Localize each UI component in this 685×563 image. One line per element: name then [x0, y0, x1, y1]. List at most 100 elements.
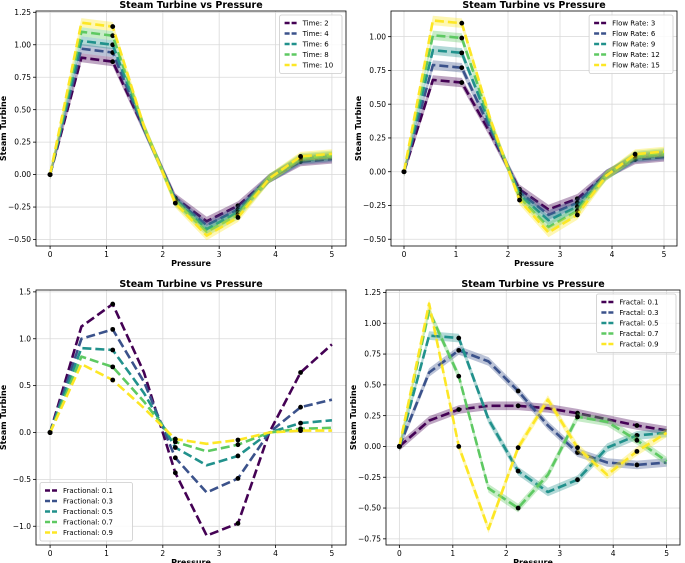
- series-line: [48, 355, 332, 453]
- series-line: [48, 21, 333, 237]
- y-tick-label: −0.50: [8, 235, 31, 244]
- axis-ticks: 0 1 2 3 4 5 −0.75 −0.50 −0.25 0.00 0.25 0.50 0.75 1.0…: [358, 288, 669, 558]
- series-band: [404, 60, 664, 220]
- series-1: [401, 75, 665, 215]
- data-point: [235, 215, 241, 220]
- series-band: [50, 18, 332, 241]
- series-1: [47, 53, 333, 226]
- data-point: [235, 442, 241, 448]
- series-line: [48, 39, 333, 231]
- data-point: [515, 468, 521, 474]
- y-tick-label: 1.5: [19, 287, 31, 296]
- chart-title: Steam Turbine vs Pressure: [119, 0, 262, 11]
- data-point: [235, 453, 241, 459]
- data-point: [235, 437, 241, 443]
- x-tick-label: 2: [506, 250, 511, 259]
- x-tick-label: 4: [610, 250, 615, 259]
- legend-label: Flow Rate: 3: [612, 20, 655, 28]
- y-tick-label: 0.75: [364, 350, 381, 359]
- legend-label: Fractal: 0.7: [619, 330, 658, 338]
- data-point: [47, 172, 53, 177]
- y-axis-label: Steam Turbine: [0, 95, 8, 161]
- x-tick-label: 2: [160, 250, 165, 259]
- series-band: [404, 30, 664, 232]
- data-point: [459, 50, 465, 56]
- data-point: [298, 370, 303, 375]
- data-point: [574, 204, 580, 210]
- data-point: [110, 24, 116, 29]
- legend-label: Fractal: 0.5: [619, 320, 658, 328]
- data-point: [298, 420, 303, 426]
- legend-label: Fractional: 0.9: [63, 529, 113, 537]
- data-point: [110, 347, 116, 353]
- x-tick-label: 2: [504, 549, 509, 558]
- y-axis-label: Steam Turbine: [349, 384, 358, 450]
- x-tick-label: 0: [48, 549, 53, 558]
- series-line: [48, 328, 333, 494]
- series-line: [398, 302, 668, 531]
- data-point: [235, 203, 241, 209]
- chart-title: Steam Turbine vs Pressure: [461, 279, 604, 290]
- x-tick-label: 2: [160, 549, 165, 558]
- data-point: [515, 505, 521, 511]
- series-band: [50, 36, 332, 234]
- plot-frame: [35, 10, 347, 247]
- series-band: [404, 75, 664, 215]
- series-line: [48, 47, 333, 227]
- legend-label: Flow Rate: 12: [612, 51, 660, 59]
- series-band: [404, 15, 664, 238]
- plot-frame: [385, 289, 681, 546]
- x-tick-label: 4: [273, 549, 278, 558]
- axis-ticks: 0 1 2 3 4 5 −0.50 −0.25 0.00 0.25 0.50 0.75 1.00 1.25: [8, 8, 335, 259]
- y-tick-label: 1.00: [14, 40, 31, 49]
- series-line: [398, 349, 667, 467]
- y-tick-label: −0.75: [358, 534, 381, 543]
- legend-label: Flow Rate: 15: [612, 62, 660, 70]
- y-tick-label: 1.25: [364, 288, 381, 297]
- legend-label: Flow Rate: 9: [612, 41, 655, 49]
- data-point: [634, 437, 640, 443]
- chart-title: Steam Turbine vs Pressure: [119, 279, 262, 290]
- y-tick-label: 0.50: [364, 380, 381, 389]
- data-point: [110, 42, 116, 48]
- data-point: [515, 445, 521, 451]
- data-point: [172, 200, 178, 206]
- y-tick-label: 1.00: [369, 32, 386, 41]
- y-tick-label: −0.25: [8, 203, 31, 212]
- x-axis-label: Pressure: [514, 259, 554, 268]
- series-line: [48, 302, 333, 537]
- series-5: [396, 299, 668, 534]
- data-point: [515, 388, 521, 394]
- y-axis-label: Steam Turbine: [354, 95, 363, 161]
- y-tick-label: −0.25: [363, 201, 386, 210]
- data-point: [235, 476, 241, 481]
- series-line: [398, 309, 668, 510]
- y-tick-label: 1.0: [19, 334, 31, 343]
- data-point: [574, 212, 580, 218]
- plot-frame: [390, 10, 678, 247]
- x-tick-label: 1: [450, 549, 455, 558]
- legend-label: Fractal: 0.1: [619, 299, 658, 307]
- series-5: [47, 362, 332, 446]
- y-tick-label: 0.5: [19, 381, 31, 390]
- y-tick-label: −0.25: [358, 473, 381, 482]
- legend-label: Time: 10: [302, 62, 334, 70]
- y-tick-label: 0.25: [14, 138, 31, 147]
- data-point: [298, 428, 303, 434]
- data-point: [575, 414, 580, 420]
- series-band: [50, 53, 332, 226]
- x-tick-label: 0: [402, 250, 407, 259]
- data-point: [456, 407, 462, 412]
- series-4: [47, 355, 332, 453]
- legend: Fractional: 0.1 Fractional: 0.3 Fractional…: [39, 482, 133, 542]
- series-5: [401, 15, 665, 238]
- chart-panel-1: 0 1 2 3 4 5 −0.50 −0.25 0.00 0.25 0.50 0.75 1.00 1.25…: [0, 0, 347, 268]
- axis-ticks: 0 1 2 3 4 5 −0.50 −0.25 0.00 0.25 0.50 0.75 1.00: [363, 32, 667, 259]
- series-line: [402, 63, 665, 217]
- x-axis-label: Pressure: [171, 558, 211, 563]
- legend-box: [588, 14, 674, 74]
- y-tick-label: 1.25: [14, 8, 31, 17]
- legend: Flow Rate: 3 Flow Rate: 6 Flow Rate: 9 Flow…: [588, 14, 674, 74]
- series-line: [48, 346, 333, 467]
